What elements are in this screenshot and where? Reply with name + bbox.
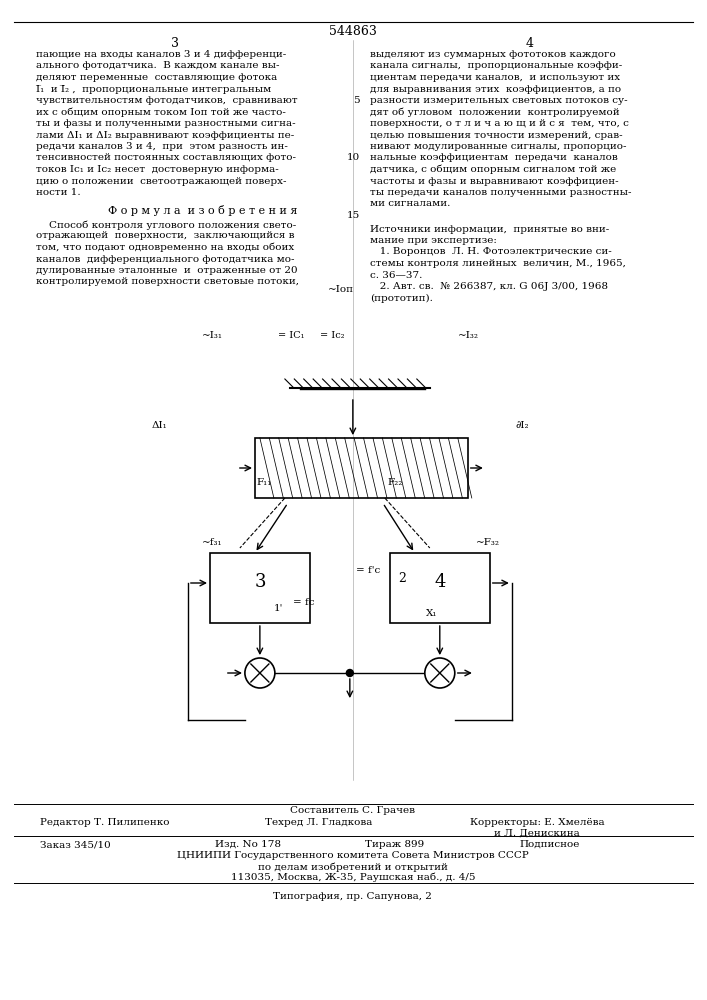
Bar (255, 438, 468, 498)
Text: выделяют из суммарных фототоков каждого: выделяют из суммарных фототоков каждого (370, 50, 616, 59)
Text: том, что подают одновременно на входы обоих: том, что подают одновременно на входы об… (36, 243, 294, 252)
Text: 2: 2 (398, 572, 406, 585)
Text: ~Iоп: ~Iоп (328, 285, 354, 294)
Text: 3: 3 (254, 573, 266, 591)
Text: 4: 4 (434, 573, 445, 591)
Text: 5: 5 (354, 96, 360, 105)
Text: по делам изобретений и открытий: по делам изобретений и открытий (258, 862, 448, 871)
Text: деляют переменные  составляющие фотока: деляют переменные составляющие фотока (36, 73, 277, 82)
Text: мание при экспертизе:: мание при экспертизе: (370, 236, 497, 245)
Text: ~f₃₁: ~f₃₁ (202, 538, 223, 547)
Text: лами ΔI₁ и ΔI₂ выравнивают коэффициенты пе-: лами ΔI₁ и ΔI₂ выравнивают коэффициенты … (36, 130, 294, 139)
Text: цию о положении  светоотражающей поверх-: цию о положении светоотражающей поверх- (36, 176, 286, 186)
Text: Ф о р м у л а  и з о б р е т е н и я: Ф о р м у л а и з о б р е т е н и я (108, 205, 298, 216)
Text: 10: 10 (346, 153, 360, 162)
Text: Тираж 899: Тираж 899 (365, 840, 424, 849)
Text: датчика, с общим опорным сигналом той же: датчика, с общим опорным сигналом той же (370, 165, 616, 174)
Circle shape (245, 658, 275, 688)
Text: F₂₂: F₂₂ (388, 478, 403, 487)
Text: ЦНИИПИ Государственного комитета Совета Министров СССР: ЦНИИПИ Государственного комитета Совета … (177, 851, 529, 860)
Text: отражающей  поверхности,  заключающийся в: отражающей поверхности, заключающийся в (36, 232, 295, 240)
Text: = IC₁: = IC₁ (278, 331, 305, 340)
Text: ты и фазы и полученными разностными сигна-: ты и фазы и полученными разностными сигн… (36, 119, 296, 128)
Text: ности 1.: ности 1. (36, 188, 81, 197)
Text: ального фотодатчика.  В каждом канале вы-: ального фотодатчика. В каждом канале вы- (36, 62, 279, 70)
Text: ~I₃₂: ~I₃₂ (458, 331, 479, 340)
Text: 15: 15 (346, 211, 360, 220)
Text: для выравнивания этих  коэффициентов, а по: для выравнивания этих коэффициентов, а п… (370, 85, 621, 94)
Text: 2. Авт. св.  № 266387, кл. G 06J 3/00, 1968: 2. Авт. св. № 266387, кл. G 06J 3/00, 19… (370, 282, 608, 291)
Bar (210, 553, 310, 623)
Text: (прототип).: (прототип). (370, 294, 433, 303)
Text: = fс: = fс (293, 598, 315, 607)
Text: разности измерительных световых потоков су-: разности измерительных световых потоков … (370, 96, 627, 105)
Text: дят об угловом  положении  контролируемой: дят об угловом положении контролируемой (370, 107, 619, 117)
Text: Способ контроля углового положения свето-: Способ контроля углового положения свето… (36, 220, 296, 230)
Text: ∂I₂: ∂I₂ (516, 421, 530, 430)
Text: редачи каналов 3 и 4,  при  этом разность ин-: редачи каналов 3 и 4, при этом разность … (36, 142, 288, 151)
Text: с. 36—37.: с. 36—37. (370, 270, 422, 279)
Text: Техред Л. Гладкова: Техред Л. Гладкова (265, 818, 373, 827)
Text: ми сигналами.: ми сигналами. (370, 200, 450, 209)
Text: 1': 1' (274, 604, 283, 613)
Text: 4: 4 (526, 37, 534, 50)
Text: = f'с: = f'с (356, 566, 380, 575)
Text: Редактор Т. Пилипенко: Редактор Т. Пилипенко (40, 818, 170, 827)
Text: F₁₁: F₁₁ (257, 478, 272, 487)
Text: контролируемой поверхности световые потоки,: контролируемой поверхности световые пото… (36, 277, 299, 286)
Text: и Л. Денискина: и Л. Денискина (493, 829, 580, 838)
Text: нальные коэффициентам  передачи  каналов: нальные коэффициентам передачи каналов (370, 153, 618, 162)
Text: Заказ 345/10: Заказ 345/10 (40, 840, 111, 849)
Text: частоты и фазы и выравнивают коэффициен-: частоты и фазы и выравнивают коэффициен- (370, 176, 619, 186)
Circle shape (425, 658, 455, 688)
Text: ΔI₁: ΔI₁ (152, 421, 168, 430)
Text: Подписное: Подписное (520, 840, 580, 849)
Text: тенсивностей постоянных составляющих фото-: тенсивностей постоянных составляющих фот… (36, 153, 296, 162)
Text: чувствительностям фотодатчиков,  сравнивают: чувствительностям фотодатчиков, сравнива… (36, 96, 298, 105)
Text: их с общим опорным током Iоп той же часто-: их с общим опорным током Iоп той же част… (36, 107, 286, 117)
Text: нивают модулированные сигналы, пропорцио-: нивают модулированные сигналы, пропорцио… (370, 142, 626, 151)
Text: = Ic₂: = Ic₂ (320, 331, 344, 340)
Text: 544863: 544863 (329, 25, 377, 38)
Text: циентам передачи каналов,  и используют их: циентам передачи каналов, и используют и… (370, 73, 620, 82)
Text: Типография, пр. Сапунова, 2: Типография, пр. Сапунова, 2 (274, 892, 432, 901)
Text: Источники информации,  принятые во вни-: Источники информации, принятые во вни- (370, 225, 609, 233)
Text: дулированные эталонные  и  отраженные от 20: дулированные эталонные и отраженные от 2… (36, 266, 298, 275)
Text: 1. Воронцов  Л. Н. Фотоэлектрические си-: 1. Воронцов Л. Н. Фотоэлектрические си- (370, 247, 612, 256)
Text: I̅₁  и I̅₂ ,  пропорциональные интегральным: I̅₁ и I̅₂ , пропорциональные интегральны… (36, 85, 271, 94)
Text: целью повышения точности измерений, срав-: целью повышения точности измерений, срав… (370, 130, 622, 139)
Text: поверхности, о т л и ч а ю щ и й с я  тем, что, с: поверхности, о т л и ч а ю щ и й с я тем… (370, 119, 629, 128)
Text: Составитель С. Грачев: Составитель С. Грачев (291, 806, 415, 815)
Text: стемы контроля линейных  величин, М., 1965,: стемы контроля линейных величин, М., 196… (370, 259, 626, 268)
Text: каналов  дифференциального фотодатчика мо-: каналов дифференциального фотодатчика мо… (36, 254, 295, 263)
Circle shape (346, 670, 354, 676)
Text: ~F₃₂: ~F₃₂ (476, 538, 500, 547)
Bar (390, 553, 490, 623)
Text: токов Iс₁ и Iс₂ несет  достоверную информа-: токов Iс₁ и Iс₂ несет достоверную информ… (36, 165, 279, 174)
Text: пающие на входы каналов 3 и 4 дифференци-: пающие на входы каналов 3 и 4 дифференци… (36, 50, 286, 59)
Text: канала сигналы,  пропорциональные коэффи-: канала сигналы, пропорциональные коэффи- (370, 62, 622, 70)
Text: 3: 3 (171, 37, 179, 50)
Text: Изд. No 178: Изд. No 178 (215, 840, 281, 849)
Text: Корректоры: Е. Хмелёва: Корректоры: Е. Хмелёва (469, 818, 604, 827)
Text: X₁: X₁ (426, 609, 438, 618)
Text: ты передачи каналов полученными разностны-: ты передачи каналов полученными разностн… (370, 188, 631, 197)
Text: 113035, Москва, Ж-35, Раушская наб., д. 4/5: 113035, Москва, Ж-35, Раушская наб., д. … (230, 873, 475, 882)
Text: ~I₃₁: ~I₃₁ (202, 331, 223, 340)
